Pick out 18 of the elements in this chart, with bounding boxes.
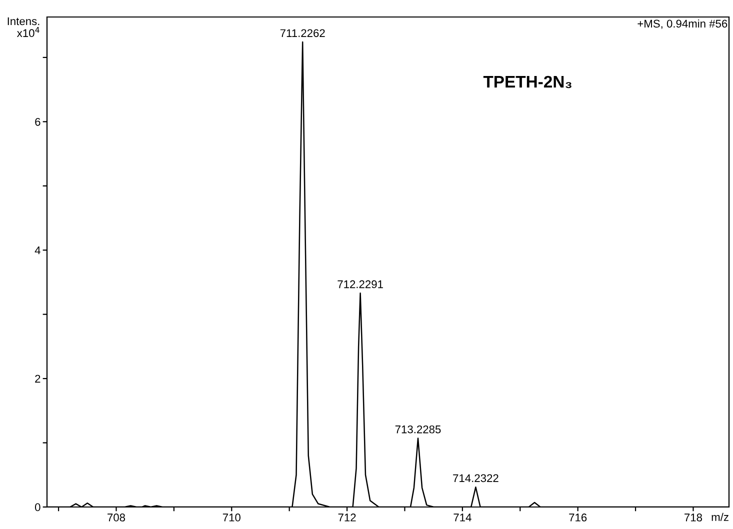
y-tick-label: 0 xyxy=(35,503,40,512)
x-tick-label: 714 xyxy=(454,514,472,522)
x-tick-label: 718 xyxy=(684,514,702,522)
annotation: 713.2285 xyxy=(395,425,441,434)
y-tick-label: 2 xyxy=(35,374,40,383)
annotation: TPETH-2N₃ xyxy=(483,76,572,88)
x-tick-label: 710 xyxy=(222,514,240,522)
x-tick-label: 708 xyxy=(108,514,126,522)
x-tick-label: 716 xyxy=(569,514,587,522)
x-tick-label: 712 xyxy=(338,514,356,522)
annotation: 711.2262 xyxy=(280,29,325,38)
annotation: 714.2322 xyxy=(453,474,498,482)
annotation: 712.2291 xyxy=(338,280,383,288)
x-axis-title: m/z xyxy=(712,512,728,522)
y-tick-label: 6 xyxy=(35,118,40,126)
y-tick-label: 4 xyxy=(34,246,40,254)
y-axis-title: Intens. x10$^{4}$ xyxy=(8,17,40,38)
annotation: +MS, 0.94min #56 xyxy=(638,19,728,29)
